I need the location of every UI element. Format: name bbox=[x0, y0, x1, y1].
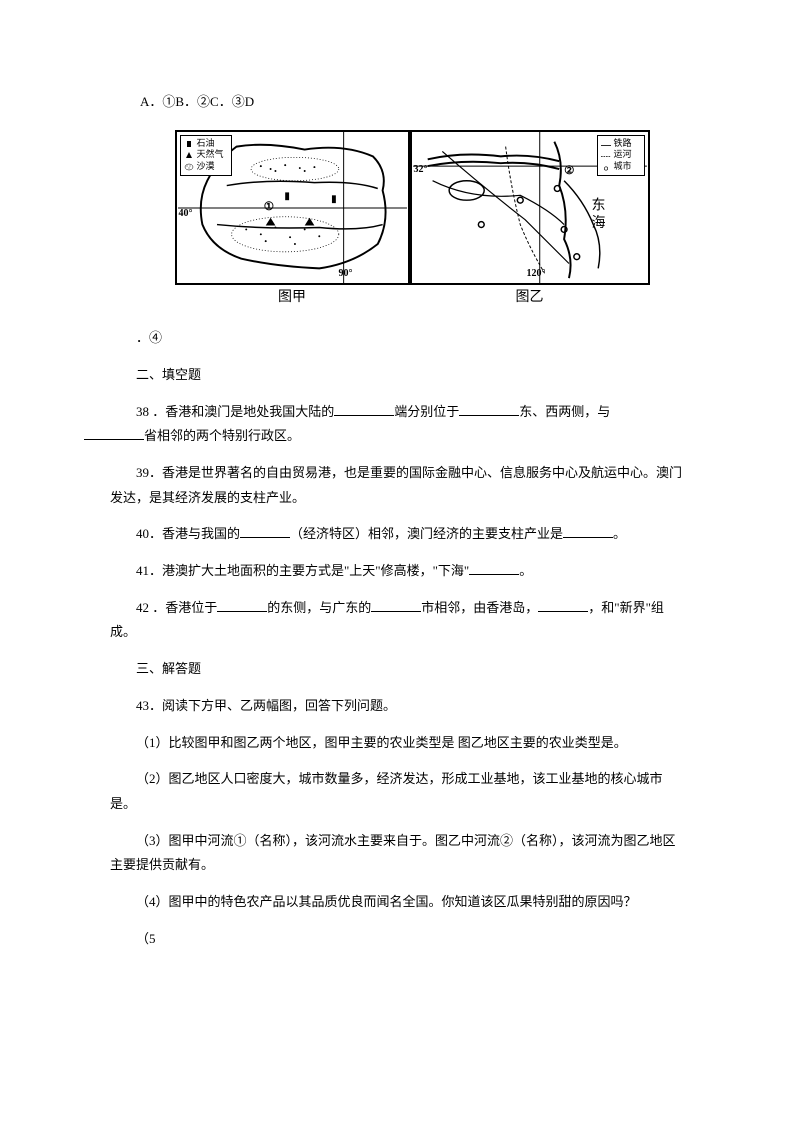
legend-item: 石油 bbox=[184, 138, 228, 150]
q38-text: 东、西两侧，与 bbox=[519, 404, 610, 419]
q42-text: 市相邻，由香港岛， bbox=[421, 600, 538, 615]
blank bbox=[459, 403, 519, 416]
question-43-2: （2）图乙地区人口密度大，城市数量多，经济发达，形成工业基地，该工业基地的核心城… bbox=[110, 767, 684, 816]
blank bbox=[538, 599, 588, 612]
rail-icon bbox=[601, 140, 611, 148]
legend-text: 天然气 bbox=[197, 149, 224, 161]
q42-text: 的东侧，与广东的 bbox=[267, 600, 371, 615]
q41-text: 41．港澳扩大土地面积的主要方式是"上天"修高楼，"下海" bbox=[136, 563, 469, 578]
section-2-title: 二、填空题 bbox=[110, 363, 684, 388]
legend-text: 石油 bbox=[197, 138, 215, 150]
legend-item: 运河 bbox=[601, 149, 641, 161]
legend-item: 天然气 bbox=[184, 149, 228, 161]
question-43-4: （4）图甲中的特色农产品以其品质优良而闻名全国。你知道该区瓜果特别甜的原因吗？ bbox=[110, 890, 684, 915]
map-jia-wrapper: 石油 天然气 沙漠 bbox=[175, 130, 410, 312]
legend-jia: 石油 天然气 沙漠 bbox=[180, 135, 232, 176]
question-38: 38 ．香港和澳门是地处我国大陆的 端分别位于 东、西两侧，与省相邻的两个特别行政区… bbox=[110, 400, 684, 449]
q38-text: 端分别位于 bbox=[394, 404, 459, 419]
desert-icon bbox=[184, 163, 194, 171]
blank bbox=[563, 525, 613, 538]
map-yi-label: 图乙 bbox=[410, 285, 650, 312]
legend-item: 城市 bbox=[601, 161, 641, 173]
city-icon bbox=[601, 163, 611, 171]
blank bbox=[334, 403, 394, 416]
question-43-5: （5 bbox=[110, 927, 684, 952]
question-43-1: （1）比较图甲和图乙两个地区，图甲主要的农业类型是 图乙地区主要的农业类型是。 bbox=[110, 731, 684, 756]
map-yi-wrapper: 铁路 运河 城市 bbox=[410, 130, 650, 312]
q38-text: 38 ．香港和澳门是地处我国大陆的 bbox=[136, 404, 334, 419]
sea-label: 东 海 bbox=[583, 197, 610, 229]
svg-text:②: ② bbox=[564, 164, 575, 177]
q41-text: 。 bbox=[519, 563, 532, 578]
q40-text: （经济特区）相邻，澳门经济的主要支柱产业是 bbox=[290, 526, 563, 541]
answer-options: A．①B．②C．③D bbox=[140, 90, 684, 115]
map-yi: 铁路 运河 城市 bbox=[410, 130, 650, 285]
oil-icon bbox=[184, 140, 194, 148]
legend-item: 铁路 bbox=[601, 138, 641, 150]
legend-item: 沙漠 bbox=[184, 161, 228, 173]
blank bbox=[469, 562, 519, 575]
section-3-title: 三、解答题 bbox=[110, 657, 684, 682]
q42-text: 42 ．香港位于 bbox=[136, 600, 217, 615]
legend-text: 城市 bbox=[614, 161, 632, 173]
map-jia: 石油 天然气 沙漠 bbox=[175, 130, 410, 285]
question-41: 41．港澳扩大土地面积的主要方式是"上天"修高楼，"下海" 。 bbox=[110, 559, 684, 584]
legend-text: 运河 bbox=[614, 149, 632, 161]
question-39: 39．香港是世界著名的自由贸易港，也是重要的国际金融中心、信息服务中心及航运中心… bbox=[110, 461, 684, 510]
legend-text: 铁路 bbox=[614, 138, 632, 150]
question-43: 43．阅读下方甲、乙两幅图，回答下列问题。 bbox=[110, 694, 684, 719]
map-jia-label: 图甲 bbox=[175, 285, 410, 312]
blank bbox=[240, 525, 290, 538]
question-42: 42 ．香港位于的东侧，与广东的市相邻，由香港岛，，和"新界"组成。 bbox=[110, 596, 684, 645]
item-4: ．④ bbox=[110, 326, 684, 351]
legend-text: 沙漠 bbox=[197, 161, 215, 173]
q40-text: 40．香港与我国的 bbox=[136, 526, 240, 541]
coord-120: 120° bbox=[527, 264, 546, 283]
coord-40: 40° bbox=[179, 204, 193, 223]
canal-icon bbox=[601, 151, 611, 159]
blank bbox=[371, 599, 421, 612]
blank bbox=[217, 599, 267, 612]
q38-text: 省相邻的两个特别行政区。 bbox=[144, 428, 300, 443]
blank bbox=[84, 427, 144, 440]
maps-container: 石油 天然气 沙漠 bbox=[140, 130, 684, 312]
coord-90: 90° bbox=[339, 264, 353, 283]
coord-32: 32° bbox=[414, 160, 428, 179]
gas-icon bbox=[184, 151, 194, 159]
question-40: 40．香港与我国的 （经济特区）相邻，澳门经济的主要支柱产业是 。 bbox=[110, 522, 684, 547]
q40-text: 。 bbox=[613, 526, 626, 541]
legend-yi: 铁路 运河 城市 bbox=[597, 135, 645, 176]
question-43-3: （3）图甲中河流①（名称），该河流水主要来自于。图乙中河流②（名称），该河流为图… bbox=[110, 829, 684, 878]
svg-text:①: ① bbox=[263, 200, 274, 213]
